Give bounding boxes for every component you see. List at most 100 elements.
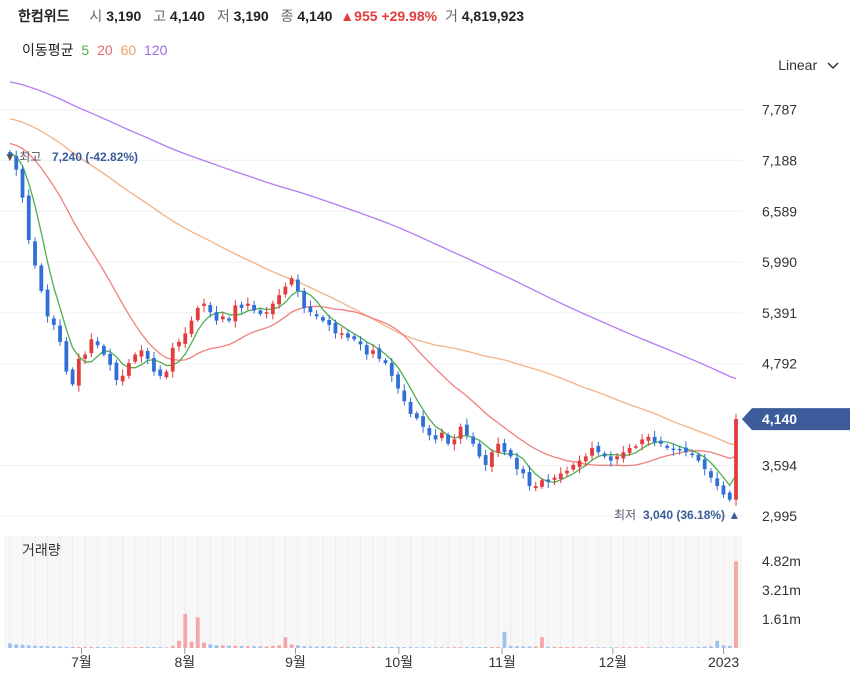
candle <box>64 341 69 372</box>
candle <box>158 369 163 376</box>
ma60-legend: 60 <box>120 42 137 58</box>
candle <box>264 312 269 314</box>
candle <box>490 452 494 467</box>
candle <box>177 341 181 347</box>
candle <box>502 443 507 453</box>
candle <box>120 375 125 382</box>
candle <box>633 446 638 448</box>
volume-bar <box>270 645 275 648</box>
candle <box>571 464 576 470</box>
candle <box>108 353 113 365</box>
volume-bar <box>333 646 338 648</box>
volume-bar <box>302 646 307 648</box>
volume-bar <box>702 646 707 648</box>
volume-bar <box>252 646 256 648</box>
candle <box>164 371 169 378</box>
candle <box>339 333 344 335</box>
current-price-badge <box>742 408 850 431</box>
volume-tick-label: 1.61m <box>762 611 801 627</box>
candle <box>233 305 238 322</box>
candle <box>327 319 332 325</box>
volume-bar <box>652 647 657 648</box>
volume-bar <box>615 647 619 648</box>
candle <box>58 325 62 342</box>
candle <box>671 448 676 451</box>
candle <box>408 401 413 414</box>
candle <box>70 369 75 385</box>
volume-bar <box>264 646 269 648</box>
volume-bar <box>170 645 175 648</box>
volume-bar <box>245 646 250 648</box>
volume-bar <box>464 647 469 648</box>
volume-bar <box>677 647 682 648</box>
candle <box>414 413 419 419</box>
ma120-legend: 120 <box>144 42 168 58</box>
min-marker-value: 3,040 (36.18%) ▲ <box>643 508 740 522</box>
candle <box>715 478 720 487</box>
candle <box>477 443 482 457</box>
candle <box>608 456 613 461</box>
candle <box>377 348 382 359</box>
volume-bar <box>202 642 206 648</box>
volume-bar <box>114 647 119 648</box>
volume-tick-label: 4.82m <box>762 553 801 569</box>
volume-panel-label: 거래량 <box>22 542 61 558</box>
candle <box>101 345 106 355</box>
stock-header: 한컴위드 시 3,190 고 4,140 저 3,190 종 4,140 ▲95… <box>18 6 528 26</box>
candle <box>183 333 188 344</box>
candle <box>646 436 651 441</box>
candle <box>8 152 12 156</box>
candle <box>133 354 138 362</box>
candle <box>139 350 144 357</box>
low-label: 저 <box>216 8 230 24</box>
candle <box>464 424 469 436</box>
volume-bar <box>508 645 513 648</box>
candle <box>33 241 37 266</box>
candle <box>684 447 688 453</box>
volume-bar <box>527 646 532 648</box>
volume-bar <box>446 647 450 648</box>
volume-bar <box>89 646 94 648</box>
open-label: 시 <box>89 8 103 24</box>
ma5-legend: 5 <box>81 42 90 58</box>
candle <box>396 374 400 389</box>
x-tick-label: 7월 <box>71 654 92 670</box>
volume-bar <box>490 646 494 648</box>
volume-bar <box>477 647 482 648</box>
volume-bar <box>158 647 163 648</box>
volume-bar <box>546 646 551 648</box>
volume-bar <box>671 647 676 648</box>
volume-bar <box>45 646 50 648</box>
candle <box>552 477 557 480</box>
candle <box>483 455 488 465</box>
volume-bar <box>602 647 607 648</box>
candle <box>289 278 294 285</box>
candle <box>127 363 131 376</box>
ma60-line <box>9 118 737 446</box>
volume-bar <box>164 647 169 648</box>
volume-value: 4,819,923 <box>461 8 525 24</box>
price-tick-label: 7,787 <box>762 102 797 118</box>
volume-bar <box>51 646 56 648</box>
volume-bar <box>39 646 44 648</box>
change-percent: +29.98% <box>381 8 438 24</box>
x-tick-label: 8월 <box>174 654 195 670</box>
scale-dropdown[interactable]: Linear <box>778 57 839 73</box>
volume-bar <box>590 647 594 648</box>
candle <box>227 318 231 321</box>
candle <box>446 434 450 444</box>
volume-bar <box>627 647 632 648</box>
volume-bar <box>659 647 663 648</box>
candle <box>45 289 50 317</box>
candle <box>439 432 444 439</box>
volume-bar <box>321 646 325 648</box>
candle <box>677 448 682 451</box>
price-tick-label: 7,188 <box>762 152 797 168</box>
volume-bar <box>583 647 588 648</box>
candle <box>114 362 119 381</box>
volume-bar <box>8 643 12 648</box>
volume-bar <box>208 644 213 648</box>
candle <box>627 447 632 453</box>
x-tick-label: 2023 <box>708 654 739 670</box>
